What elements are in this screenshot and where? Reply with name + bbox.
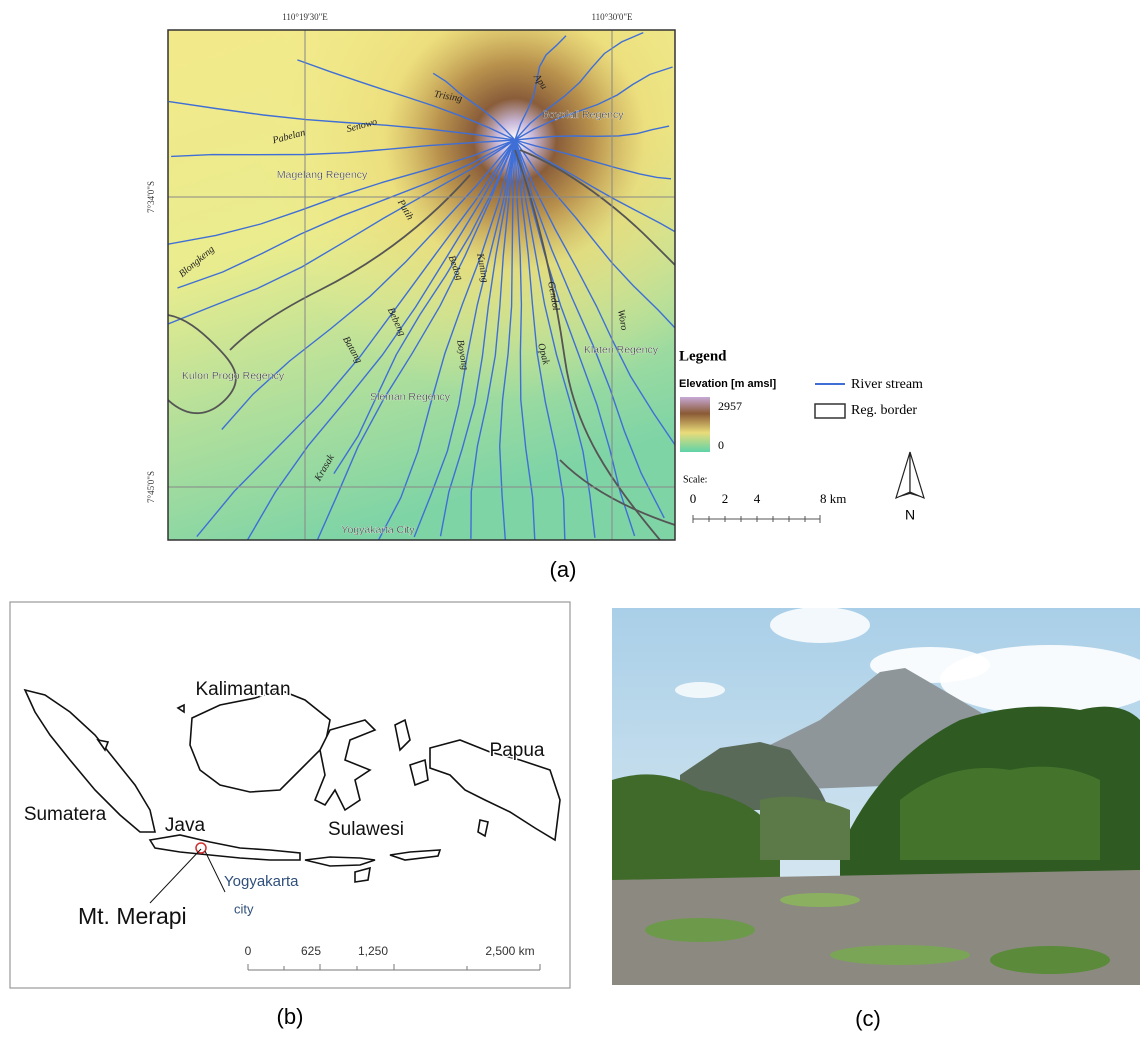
- city-label: city: [234, 901, 254, 916]
- scale-label: 4: [754, 491, 761, 506]
- scale-bar: [693, 515, 820, 523]
- region-label: Yogyakarta City: [341, 524, 415, 536]
- scale-label: 0: [245, 944, 252, 958]
- island-label: Sumatera: [24, 804, 107, 825]
- legend-border: Reg. border: [851, 403, 917, 418]
- city-label: Yogyakarta: [224, 873, 299, 890]
- north-arrow: [896, 452, 924, 498]
- region-label: Sleman Regency: [370, 391, 451, 403]
- legend-title: Legend: [679, 348, 727, 364]
- scale-label: 625: [301, 944, 321, 958]
- island-label: Sulawesi: [328, 819, 404, 840]
- caption: (a): [550, 557, 577, 582]
- legend-river: River stream: [851, 377, 923, 392]
- scale-label: 8 km: [820, 491, 846, 506]
- elevation-colorbar: [680, 397, 710, 452]
- caption: (b): [277, 1004, 304, 1029]
- scale-label: 0: [690, 491, 697, 506]
- scale-label: 1,250: [358, 944, 388, 958]
- region-label: Magelang Regency: [277, 169, 368, 181]
- region-label: Boyolali Regency: [542, 109, 624, 121]
- latitude-label: 7°34'0"S: [146, 181, 156, 213]
- longitude-label: 110°19'30"E: [282, 12, 328, 22]
- region-label: Klaten Regency: [584, 344, 659, 356]
- legend-max: 2957: [718, 399, 742, 413]
- region-label: Kulon Progo Regency: [182, 370, 285, 382]
- island-label: Java: [165, 815, 206, 836]
- north-label: N: [905, 507, 915, 523]
- legend-min: 0: [718, 438, 724, 452]
- volcano-label: Mt. Merapi: [78, 903, 187, 929]
- island-label: Kalimantan: [195, 679, 290, 700]
- latitude-label: 7°45'0"S: [146, 471, 156, 503]
- caption: (c): [855, 1006, 881, 1031]
- figure: ApuTrisingSenowoPabelanBlongkengPutihBed…: [0, 0, 1140, 1036]
- longitude-label: 110°30'0"E: [591, 12, 633, 22]
- scale-title: Scale:: [683, 474, 707, 485]
- photo: [612, 607, 1140, 985]
- border-symbol: [815, 404, 845, 418]
- island-label: Papua: [490, 740, 545, 761]
- scale-label: 2,500 km: [485, 944, 534, 958]
- elevation-map: ApuTrisingSenowoPabelanBlongkengPutihBed…: [162, 30, 681, 544]
- scale-label: 2: [722, 491, 729, 506]
- legend-heading: Elevation [m amsl]: [679, 378, 777, 390]
